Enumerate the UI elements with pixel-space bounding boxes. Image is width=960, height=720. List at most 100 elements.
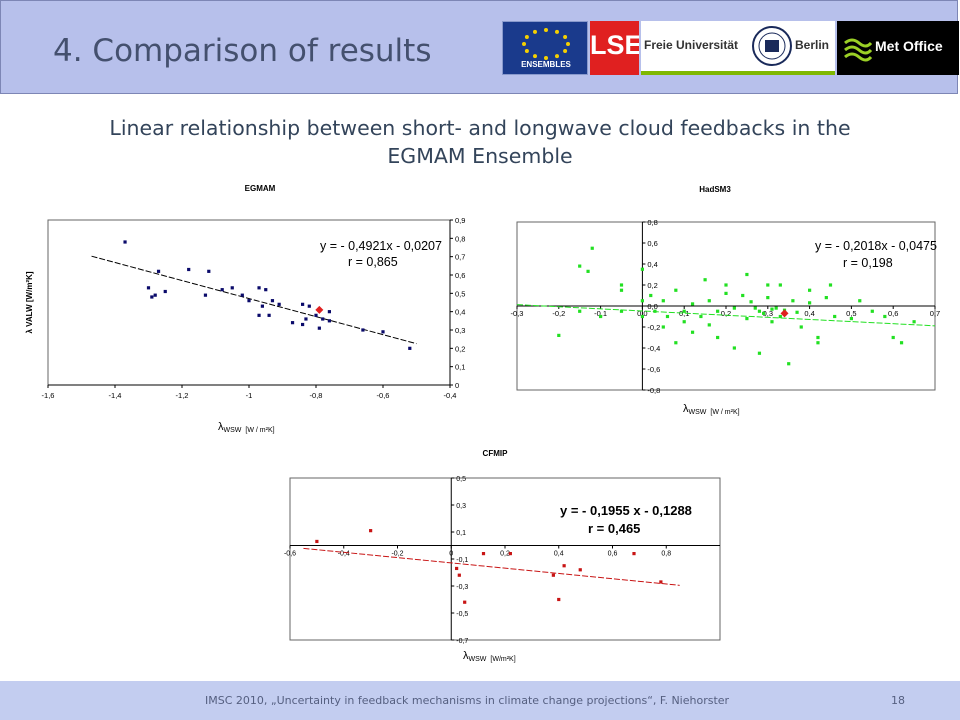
- egmam-data-point: [277, 302, 281, 306]
- egmam-data-point: [307, 304, 311, 308]
- egmam-x-tick-label: -1,2: [176, 391, 189, 400]
- ensembles-star: [533, 54, 537, 59]
- hadsm3-data-point: [749, 300, 753, 304]
- hadsm3-data-point: [833, 314, 837, 319]
- egmam-r-label: r = 0,865: [348, 255, 398, 269]
- hadsm3-x-label-lambda: λ: [683, 403, 689, 415]
- egmam-y-tick-label: 0,3: [455, 326, 465, 335]
- hadsm3-x-tick-label: -0,3: [511, 309, 524, 318]
- hadsm3-data-point: [716, 309, 720, 313]
- subtitle-line-1: Linear relationship between short- and l…: [109, 116, 851, 140]
- egmam-y-tick-label: 0,8: [455, 234, 465, 243]
- hadsm3-data-point: [674, 288, 678, 292]
- hadsm3-data-point: [778, 283, 782, 287]
- cfmip-equation-label: y = - 0,1955 x - 0,1288: [560, 503, 692, 518]
- egmam-data-point: [240, 293, 244, 297]
- hadsm3-data-point: [778, 314, 782, 319]
- hadsm3-data-point: [745, 272, 749, 277]
- hadsm3-data-point: [649, 293, 653, 298]
- hadsm3-data-point: [640, 314, 644, 319]
- hadsm3-y-tick-label: 0,6: [647, 239, 657, 248]
- cfmip-y-tick-label: -0,7: [456, 638, 468, 645]
- met-office-logo: Met Office: [837, 21, 959, 75]
- hadsm3-data-point: [682, 309, 686, 313]
- hadsm3-x-tick-label: 0,1: [679, 309, 689, 318]
- egmam-data-point: [187, 267, 191, 272]
- hadsm3-data-point: [770, 320, 774, 324]
- hadsm3-data-point: [766, 296, 770, 300]
- egmam-data-point: [264, 288, 268, 292]
- cfmip-x-tick-label: -0,4: [338, 551, 350, 558]
- cfmip-plot-frame: [289, 477, 721, 641]
- hadsm3-data-point: [762, 311, 766, 315]
- hadsm3-data-point: [707, 323, 711, 327]
- hadsm3-data-point: [640, 299, 644, 303]
- fu-logo-left-text: Freie Universität: [644, 38, 739, 52]
- ensembles-star: [544, 28, 548, 32]
- hadsm3-data-point: [690, 302, 695, 306]
- cfmip-data-point: [551, 573, 555, 577]
- egmam-equation-label: y = - 0,4921x - 0,0207: [320, 239, 442, 253]
- hadsm3-y-tick-label: 0,8: [647, 218, 657, 227]
- hadsm3-data-point: [732, 306, 736, 310]
- hadsm3-data-point: [557, 333, 561, 337]
- egmam-data-point: [301, 322, 305, 327]
- fu-berlin-logo: Freie Universität Berlin: [641, 21, 835, 75]
- egmam-chart-title: EGMAM: [245, 184, 276, 193]
- cfmip-x-label-sub: WSW: [469, 656, 487, 663]
- cfmip-data-point: [457, 573, 461, 577]
- hadsm3-data-point: [741, 293, 745, 298]
- egmam-data-point: [260, 304, 264, 308]
- cfmip-data-point: [557, 597, 561, 602]
- hadsm3-data-point: [703, 278, 707, 282]
- cfmip-data-point: [578, 568, 582, 572]
- egmam-y-axis-label: λ VALW [W/m²K]: [25, 271, 34, 333]
- ensembles-star-icon: [522, 28, 570, 60]
- cfmip-x-label-lambda: λ: [463, 650, 469, 662]
- cfmip-data-point: [369, 529, 373, 533]
- cfmip-y-tick-label: 0,3: [456, 503, 466, 510]
- egmam-x-tick-label: -1,6: [42, 391, 55, 400]
- ensembles-star: [524, 35, 529, 39]
- ensembles-star: [566, 42, 570, 46]
- egmam-data-point: [314, 313, 318, 317]
- egmam-chart: EGMAM -1,6 -1,4 -1,2 -1 -0,8 -0,6 -0,40 0,1 0,2 0,…: [25, 184, 465, 434]
- egmam-highlight-point: [315, 305, 324, 314]
- egmam-data-point: [203, 293, 208, 297]
- egmam-data-point: [381, 330, 385, 334]
- lse-logo: LSE: [590, 21, 639, 75]
- hadsm3-data-point: [891, 335, 895, 340]
- slide-subtitle: Linear relationship between short- and l…: [30, 114, 930, 170]
- hadsm3-x-tick-label: 0,4: [804, 309, 814, 318]
- cfmip-x-tick-label: 0: [449, 551, 453, 558]
- egmam-data-point: [150, 295, 154, 299]
- egmam-data-point: [146, 286, 151, 290]
- egmam-data-point: [317, 326, 321, 330]
- hadsm3-data-point: [795, 310, 799, 314]
- hadsm3-data-point: [899, 341, 904, 345]
- egmam-data-point: [230, 286, 234, 290]
- egmam-data-point: [408, 346, 412, 350]
- egmam-data-point: [220, 288, 224, 292]
- hadsm3-data-point: [699, 314, 703, 319]
- cfmip-data-point: [481, 552, 486, 556]
- egmam-y-tick-label: 0,9: [455, 216, 465, 225]
- fu-seal-icon: [752, 26, 792, 66]
- egmam-data-point: [267, 313, 271, 317]
- cfmip-data-point: [508, 552, 512, 556]
- hadsm3-data-point: [816, 341, 820, 345]
- hadsm3-data-point: [774, 306, 778, 310]
- hadsm3-chart-title: HadSM3: [699, 185, 731, 194]
- met-office-wave-icon: [844, 38, 873, 62]
- hadsm3-x-tick-label: 0,2: [721, 309, 731, 318]
- cfmip-data-point: [659, 580, 663, 584]
- egmam-y-tick-label: 0,7: [455, 253, 465, 262]
- hadsm3-x-tick-label: 0,3: [763, 309, 773, 318]
- hadsm3-regression-line: [516, 304, 936, 327]
- hadsm3-y-tick-label: -0,2: [647, 323, 660, 332]
- hadsm3-data-point: [578, 309, 582, 313]
- egmam-x-tick-label: -0,4: [444, 391, 457, 400]
- ensembles-logo: ENSEMBLES: [502, 21, 588, 75]
- cfmip-chart: CFMIP -0,6 -0,4 -0,2 0 0,2 0,4 0,6 0,8 -0,7 -0,5 -0…: [284, 449, 721, 663]
- cfmip-y-tick-label: -0,5: [456, 611, 468, 618]
